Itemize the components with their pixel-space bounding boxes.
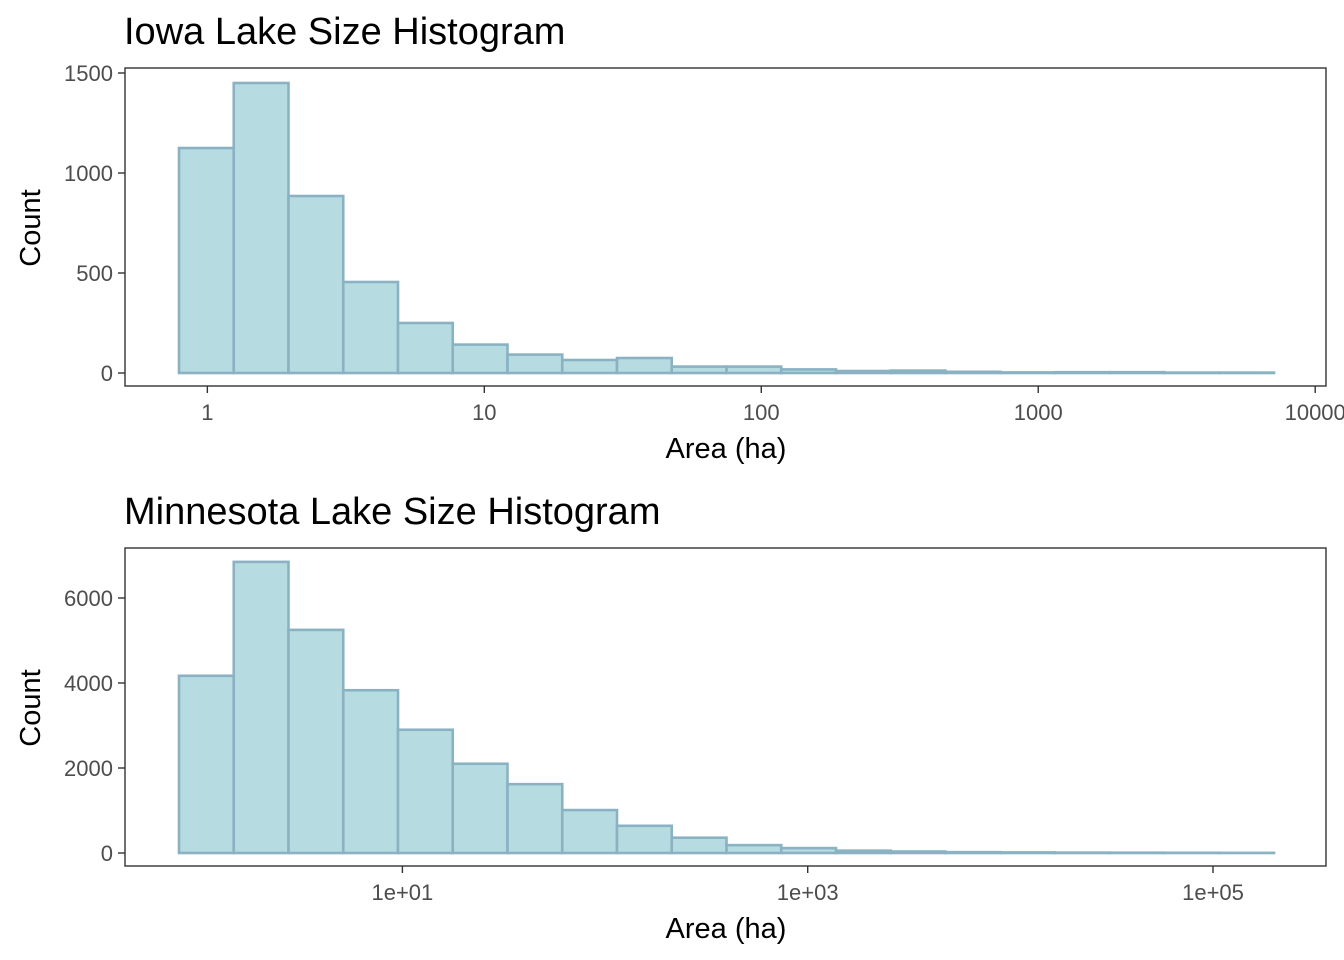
- minnesota-x-tick-label: 1e+01: [371, 880, 433, 905]
- minnesota-y-tick-label: 0: [101, 841, 113, 866]
- iowa-y-axis-ticks: 0 500 1000 1500: [64, 61, 125, 386]
- iowa-x-tick-label: 1: [201, 400, 213, 425]
- minnesota-bar: [396, 728, 455, 855]
- minnesota-x-tick-label: 1e+03: [777, 880, 839, 905]
- iowa-bar: [560, 358, 619, 375]
- iowa-y-tick-label: 0: [101, 361, 113, 386]
- iowa-y-tick-label: 1500: [64, 61, 113, 86]
- iowa-bar: [506, 353, 564, 375]
- iowa-y-tick-label: 500: [76, 261, 113, 286]
- minnesota-histogram: Minnesota Lake Size Histogram 1e+01 1e+03…: [15, 491, 1327, 945]
- minnesota-bar: [998, 851, 1057, 855]
- minnesota-bar: [177, 674, 236, 855]
- iowa-x-axis-title: Area (ha): [666, 433, 787, 465]
- minnesota-chart-title: Minnesota Lake Size Histogram: [124, 491, 660, 533]
- iowa-x-tick-label: 10: [472, 400, 496, 425]
- iowa-bar: [615, 356, 674, 375]
- iowa-bar: [177, 146, 236, 375]
- iowa-histogram: Iowa Lake Size Histogram 1 10 100 1000 10000…: [15, 11, 1344, 465]
- iowa-x-tick-label: 1000: [1014, 400, 1063, 425]
- iowa-x-axis-ticks: 1 10 100 1000 10000: [201, 386, 1344, 425]
- minnesota-x-axis-title: Area (ha): [666, 913, 787, 945]
- iowa-bar: [287, 194, 345, 375]
- iowa-bar: [232, 81, 290, 375]
- iowa-bar: [1053, 370, 1112, 375]
- iowa-bar: [725, 365, 783, 375]
- iowa-x-tick-label: 100: [743, 400, 780, 425]
- minnesota-bar: [287, 628, 345, 855]
- iowa-bar: [834, 369, 893, 375]
- minnesota-y-tick-label: 2000: [64, 756, 113, 781]
- minnesota-bar: [451, 762, 509, 855]
- minnesota-bar: [560, 808, 619, 855]
- iowa-bars: [177, 81, 1276, 375]
- iowa-bar: [889, 369, 947, 375]
- minnesota-y-axis-ticks: 0 2000 4000 6000: [64, 586, 125, 866]
- iowa-bar: [670, 365, 728, 375]
- iowa-bar: [396, 321, 455, 375]
- minnesota-bars: [177, 560, 1276, 855]
- iowa-bar: [998, 371, 1057, 375]
- iowa-bar: [1108, 370, 1166, 375]
- iowa-bar: [944, 370, 1002, 375]
- minnesota-bar: [834, 849, 893, 855]
- iowa-x-tick-label: 10000: [1285, 400, 1344, 425]
- iowa-bar: [341, 280, 400, 375]
- iowa-bar: [779, 368, 838, 375]
- iowa-y-axis-title: Count: [15, 189, 47, 266]
- minnesota-y-tick-label: 6000: [64, 586, 113, 611]
- minnesota-x-axis-ticks: 1e+01 1e+03 1e+05: [371, 866, 1244, 905]
- minnesota-bar: [506, 782, 564, 855]
- minnesota-bar: [232, 560, 290, 855]
- minnesota-bar: [944, 850, 1002, 855]
- minnesota-y-axis-title: Count: [15, 669, 47, 746]
- minnesota-bar: [341, 688, 400, 855]
- minnesota-bar: [889, 850, 947, 855]
- minnesota-bar: [779, 846, 838, 855]
- iowa-bar: [451, 343, 509, 375]
- minnesota-bar: [670, 836, 728, 855]
- minnesota-x-tick-label: 1e+05: [1182, 880, 1244, 905]
- iowa-chart-title: Iowa Lake Size Histogram: [124, 11, 565, 53]
- minnesota-y-tick-label: 4000: [64, 671, 113, 696]
- iowa-y-tick-label: 1000: [64, 161, 113, 186]
- minnesota-bar: [725, 843, 783, 855]
- minnesota-bar: [615, 824, 674, 855]
